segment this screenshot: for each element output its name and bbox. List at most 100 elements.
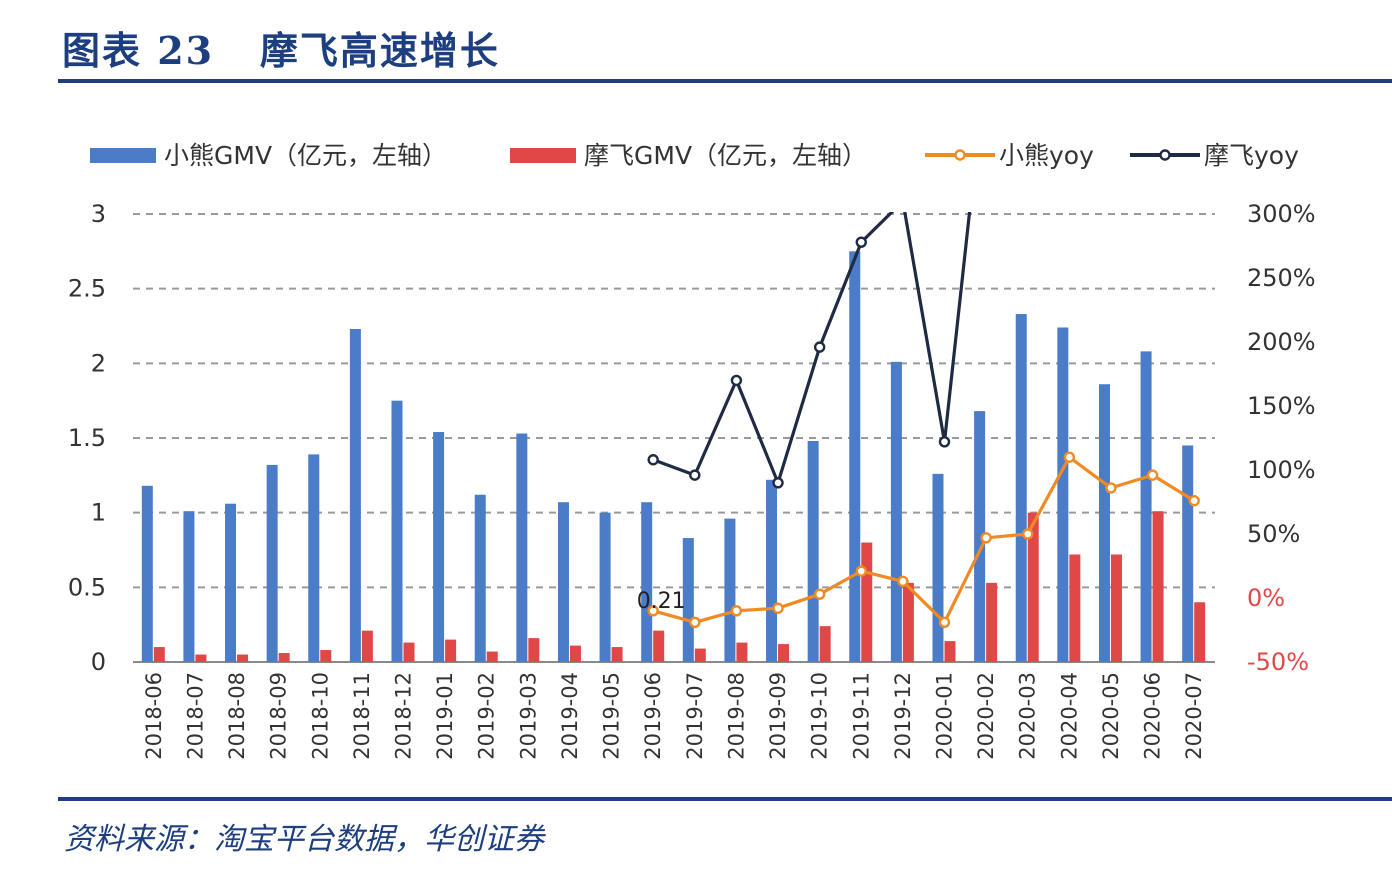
morphy-gmv-bar-2019-05 <box>611 647 623 662</box>
left-tick-0-5: 0.5 <box>68 573 106 601</box>
xiaoxiong-yoy-line <box>652 455 1196 624</box>
legend-label-1: 摩飞GMV（亿元，左轴） <box>584 141 867 170</box>
xiaoxiong-yoy-point-2019-07 <box>689 616 701 629</box>
category-label-2019-07: 2019-07 <box>683 672 707 760</box>
xiaoxiong-yoy-point-2019-08 <box>730 605 743 617</box>
xiaoxiong-gmv-bar-2018-08 <box>225 503 237 662</box>
morphy-gmv-bar-2018-11 <box>361 630 373 662</box>
morphy-gmv-bar-2018-10 <box>320 650 332 662</box>
category-label-2019-10: 2019-10 <box>808 672 832 760</box>
legend-label-2: 小熊yoy <box>999 141 1094 170</box>
xiaoxiong-gmv-bar-2018-11 <box>349 328 361 662</box>
category-label-2019-05: 2019-05 <box>600 672 624 760</box>
xiaoxiong-gmv-bar-2019-11 <box>849 251 861 663</box>
xiaoxiong-gmv-bar-2018-10 <box>308 454 320 662</box>
xiaoxiong-gmv-bar-2018-07 <box>183 511 195 662</box>
xiaoxiong-yoy-point-2019-10 <box>813 588 826 600</box>
xiaoxiong-yoy-point-2019-09 <box>772 602 784 614</box>
data-label-0-21: 0.21 <box>637 589 686 614</box>
left-tick-2: 2 <box>91 349 106 377</box>
category-label-2019-04: 2019-04 <box>558 672 582 760</box>
chart-legend: 小熊GMV（亿元，左轴） 摩飞GMV（亿元，左轴） 小熊yoy 摩飞yoy <box>90 141 1299 170</box>
category-label-2019-03: 2019-03 <box>516 672 540 760</box>
morphy-gmv-bar-2020-07 <box>1194 602 1206 662</box>
right-tick-300: 300% <box>1247 200 1316 228</box>
xiaoxiong-gmv-bar-2019-03 <box>516 433 528 662</box>
xiaoxiong-gmv-bar-2019-01 <box>433 432 445 662</box>
category-label-2018-07: 2018-07 <box>183 672 207 760</box>
xiaoxiong-gmv-bar-2019-07 <box>682 538 694 662</box>
legend-swatch-morphy-gmv <box>510 148 576 163</box>
category-label-2018-11: 2018-11 <box>350 672 374 760</box>
category-label-2019-01: 2019-01 <box>433 672 457 760</box>
xiaoxiong-gmv-bar-2020-03 <box>1015 314 1027 662</box>
xiaoxiong-gmv-bar-2020-01 <box>932 473 944 662</box>
xiaoxiong-gmv-bar-2020-06 <box>1140 351 1152 662</box>
xiaoxiong-gmv-bar-2020-07 <box>1182 445 1194 662</box>
morphy-gmv-bar-2020-05 <box>1110 554 1122 662</box>
right-tick-250: 250% <box>1247 264 1316 292</box>
category-label-2019-08: 2019-08 <box>724 672 748 760</box>
morphy-gmv-bar-2020-03 <box>1027 512 1039 662</box>
xiaoxiong-yoy-point-2020-01 <box>938 616 951 629</box>
xiaoxiong-gmv-bar-2019-08 <box>724 518 736 662</box>
morphy-gmv-bar-2019-08 <box>736 642 748 662</box>
morphy-gmv-bar-2019-06 <box>653 630 665 662</box>
right-tick-50: 50% <box>1247 520 1300 548</box>
morphy-gmv-bar-2018-07 <box>195 654 207 662</box>
morphy-gmv-bar-2018-06 <box>153 647 165 662</box>
category-label-2020-04: 2020-04 <box>1057 672 1081 760</box>
footer-divider <box>58 797 1392 801</box>
morphy-gmv-bar-2019-02 <box>486 651 498 662</box>
xiaoxiong-yoy-point-2020-04 <box>1063 451 1076 463</box>
xiaoxiong-yoy-point-2019-12 <box>897 575 909 588</box>
xiaoxiong-yoy-point-2020-03 <box>1022 528 1034 540</box>
category-label-2018-06: 2018-06 <box>142 672 166 760</box>
left-tick-3: 3 <box>91 200 106 228</box>
xiaoxiong-gmv-bar-2019-02 <box>474 494 486 662</box>
xiaoxiong-gmv-bar-2020-04 <box>1057 327 1069 662</box>
category-label-2020-07: 2020-07 <box>1182 672 1206 760</box>
category-label-2020-01: 2020-01 <box>933 672 957 760</box>
right-tick-200: 200% <box>1247 328 1316 356</box>
morphy-gmv-bar-2019-01 <box>445 639 457 662</box>
right-tick-100: 100% <box>1247 456 1316 484</box>
category-label-2020-05: 2020-05 <box>1099 672 1123 760</box>
bar-series <box>141 251 1206 663</box>
xiaoxiong-gmv-bar-2019-06 <box>641 502 653 662</box>
legend-label-0: 小熊GMV（亿元，左轴） <box>164 141 447 170</box>
category-label-2020-02: 2020-02 <box>974 672 998 760</box>
morphy-yoy-point-2019-06 <box>647 454 659 466</box>
line-series <box>647 212 1200 629</box>
morphy-yoy-point-2019-07 <box>689 469 701 481</box>
figure-number: 图表 23 <box>62 28 215 73</box>
xiaoxiong-gmv-bar-2019-12 <box>890 361 902 662</box>
morphy-gmv-bar-2020-06 <box>1152 511 1164 662</box>
morphy-gmv-bar-2018-08 <box>237 654 249 662</box>
category-label-2020-03: 2020-03 <box>1016 672 1040 760</box>
xiaoxiong-yoy-point-2020-07 <box>1188 495 1200 507</box>
morphy-yoy-point-2019-11 <box>855 236 867 248</box>
xiaoxiong-gmv-bar-2019-10 <box>807 440 819 662</box>
category-label-2019-11: 2019-11 <box>849 672 873 760</box>
category-label-2019-12: 2019-12 <box>891 672 915 760</box>
xiaoxiong-gmv-bar-2020-05 <box>1098 384 1110 662</box>
header-divider <box>58 79 1392 83</box>
morphy-gmv-bar-2019-10 <box>819 626 831 662</box>
morphy-gmv-bar-2019-09 <box>778 644 790 662</box>
legend-marker-morphy-yoy <box>1159 149 1171 161</box>
morphy-gmv-bar-2019-07 <box>694 648 706 662</box>
figure-title: 图表 23 摩飞高速增长 <box>62 20 500 75</box>
morphy-gmv-bar-2019-11 <box>861 542 873 662</box>
category-label-2019-06: 2019-06 <box>641 672 665 760</box>
category-axis: 2018-06 2018-07 2018-08 2018-09 2018-10 2018-… <box>142 672 1206 760</box>
legend-marker-xiaoxiong-yoy <box>954 149 966 161</box>
left-axis: 0 0.5 1 1.5 2 2.5 3 <box>68 200 106 676</box>
xiaoxiong-yoy-point-2020-02 <box>980 532 992 544</box>
category-label-2019-02: 2019-02 <box>475 672 499 760</box>
category-label-2018-12: 2018-12 <box>392 672 416 760</box>
morphy-gmv-bar-2019-12 <box>902 582 914 662</box>
xiaoxiong-yoy-point-2020-06 <box>1146 469 1159 481</box>
category-label-2018-10: 2018-10 <box>308 672 332 760</box>
